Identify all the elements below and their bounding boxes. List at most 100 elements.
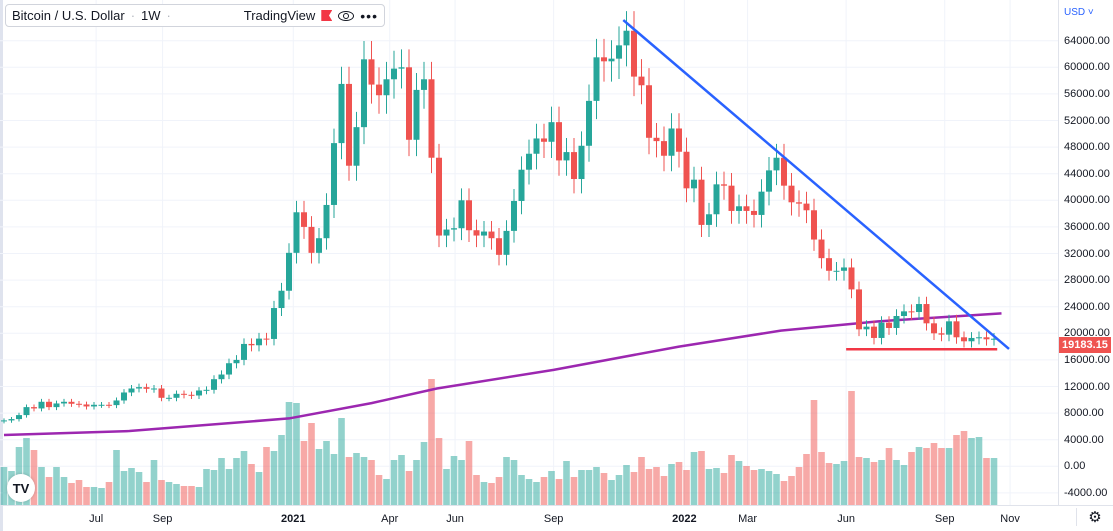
volume-bar bbox=[608, 480, 615, 505]
volume-bar bbox=[68, 483, 75, 505]
volume-bar bbox=[945, 448, 953, 505]
time-axis[interactable]: Jul Sep 2021 Apr Jun Sep 2022 Mar Jun Sep Nov bbox=[0, 505, 1113, 531]
volume-bar bbox=[593, 467, 600, 505]
candle-body bbox=[811, 210, 817, 240]
volume-bar bbox=[848, 391, 855, 505]
candle-body bbox=[766, 170, 772, 192]
candle-body bbox=[346, 83, 352, 166]
candle-body bbox=[788, 185, 795, 203]
volume-bar bbox=[390, 460, 398, 505]
volume-bar bbox=[90, 487, 98, 505]
volume-bar bbox=[278, 435, 285, 505]
volume-bar bbox=[900, 465, 908, 505]
time-tick-label: Sep bbox=[152, 513, 173, 525]
flag-icon[interactable] bbox=[321, 10, 333, 21]
eye-icon[interactable] bbox=[338, 10, 355, 21]
candle-body bbox=[323, 204, 330, 239]
candle-body bbox=[263, 338, 270, 340]
candle-body bbox=[293, 212, 300, 253]
volume-bar bbox=[158, 480, 165, 505]
candle-body bbox=[316, 238, 322, 253]
volume-bar bbox=[495, 477, 503, 505]
currency-selector[interactable]: USD ˅ bbox=[1064, 7, 1094, 18]
candle-body bbox=[586, 100, 592, 146]
volume-bar bbox=[195, 487, 203, 505]
candle-body bbox=[631, 30, 637, 77]
volume-bar bbox=[938, 448, 945, 505]
candle-body bbox=[518, 169, 525, 201]
volume-bar bbox=[150, 460, 158, 505]
volume-bar bbox=[743, 466, 750, 505]
candle-body bbox=[773, 157, 780, 171]
interval-label[interactable]: 1W bbox=[141, 8, 161, 23]
candle-body bbox=[113, 400, 120, 406]
candle-body bbox=[601, 57, 607, 62]
price-axis[interactable]: USD ˅ 64000.00 60000.00 56000.00 52000.00 48… bbox=[1058, 0, 1113, 505]
time-tick-label: Jul bbox=[89, 513, 104, 525]
more-icon[interactable]: ••• bbox=[360, 7, 378, 24]
volume-bar bbox=[435, 438, 443, 505]
price-tick-label: 24000.00 bbox=[1064, 300, 1110, 313]
price-tick-label: 16000.00 bbox=[1064, 353, 1110, 366]
candle-body bbox=[886, 322, 892, 328]
symbol-legend[interactable]: Bitcoin / U.S. Dollar · 1W · TradingView… bbox=[5, 4, 385, 27]
source-label: TradingView bbox=[243, 8, 316, 23]
price-chart[interactable] bbox=[0, 0, 1058, 505]
price-tick-label: 20000.00 bbox=[1064, 327, 1110, 340]
volume-bar bbox=[255, 472, 263, 505]
volume-bar bbox=[443, 469, 450, 505]
candle-body bbox=[8, 419, 15, 421]
volume-bar bbox=[75, 480, 83, 505]
candle-body bbox=[593, 57, 600, 101]
tradingview-logo[interactable]: TV bbox=[7, 474, 35, 502]
candle-body bbox=[196, 390, 202, 396]
candle-body bbox=[406, 67, 412, 140]
volume-bar bbox=[683, 470, 690, 505]
candle-body bbox=[38, 401, 45, 409]
volume-bar bbox=[105, 482, 113, 505]
candle-body bbox=[743, 206, 750, 211]
candle-body bbox=[863, 326, 870, 330]
candle-body bbox=[893, 316, 900, 328]
volume-bar bbox=[548, 471, 555, 505]
volume-bar bbox=[638, 457, 645, 505]
volume-bar bbox=[668, 464, 675, 505]
volume-bar bbox=[758, 469, 765, 505]
volume-bar bbox=[600, 473, 608, 505]
volume-bar bbox=[555, 479, 563, 505]
candle-body bbox=[983, 337, 990, 340]
volume-bar bbox=[173, 484, 180, 505]
price-tick-label: 36000.00 bbox=[1064, 220, 1110, 233]
candle-body bbox=[76, 403, 82, 405]
volume-bar bbox=[788, 476, 795, 505]
volume-bar bbox=[653, 467, 660, 505]
price-tick-label: 32000.00 bbox=[1064, 247, 1110, 260]
gear-icon[interactable]: ⚙ bbox=[1076, 508, 1113, 526]
volume-bar bbox=[810, 400, 818, 505]
candle-body bbox=[166, 397, 172, 399]
volume-bar bbox=[233, 458, 240, 505]
volume-bar bbox=[480, 482, 488, 505]
candle-body bbox=[653, 137, 660, 142]
time-tick-label: Sep bbox=[934, 513, 955, 525]
candle-body bbox=[796, 202, 802, 204]
candle-body bbox=[458, 200, 465, 229]
volume-bar bbox=[338, 418, 345, 505]
time-tick-label: 2022 bbox=[672, 513, 697, 525]
volume-bar bbox=[630, 472, 638, 505]
time-tick-label: Mar bbox=[738, 513, 758, 525]
candle-body bbox=[608, 58, 615, 62]
volume-bar bbox=[83, 487, 90, 505]
volume-bar bbox=[713, 468, 720, 505]
candle-body bbox=[361, 59, 367, 128]
volume-bar bbox=[915, 447, 923, 505]
volume-bar bbox=[285, 402, 293, 505]
volume-bar bbox=[503, 457, 510, 505]
volume-bar bbox=[803, 454, 810, 505]
candle-body bbox=[256, 338, 262, 346]
candle-body bbox=[443, 229, 450, 236]
volume-bar bbox=[413, 460, 420, 505]
volume-bar bbox=[458, 460, 465, 505]
volume-bar bbox=[705, 469, 713, 505]
candle-body bbox=[226, 363, 232, 375]
